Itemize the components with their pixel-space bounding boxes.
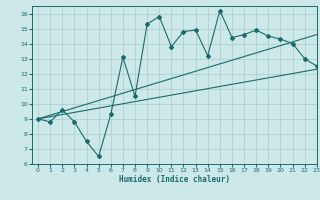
- X-axis label: Humidex (Indice chaleur): Humidex (Indice chaleur): [119, 175, 230, 184]
